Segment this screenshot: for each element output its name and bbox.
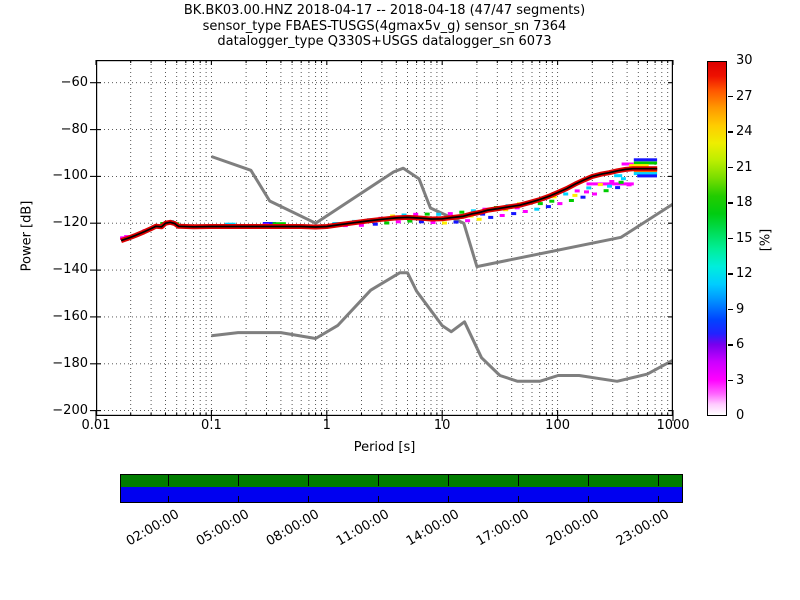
colorbar-tick	[728, 344, 733, 346]
x-tick-label: 1000	[656, 418, 690, 433]
time-tick-label: 17:00:00	[474, 507, 533, 550]
probability-colorbar	[707, 61, 727, 416]
nhnm-curve	[210, 155, 673, 269]
noise-model-curves	[210, 155, 673, 383]
availability-tick	[587, 496, 590, 502]
y-tick-label: −60	[60, 74, 88, 90]
time-tick-label: 05:00:00	[194, 507, 253, 550]
y-tick-label: −180	[52, 355, 88, 371]
psd-mode-line	[120, 167, 658, 242]
title-line-datalogger: datalogger_type Q330S+USGS datalogger_sn…	[217, 34, 552, 49]
x-tick-label: 0.1	[201, 418, 222, 433]
availability-tick	[167, 496, 170, 502]
axis-ticks	[90, 60, 674, 421]
time-tick-label: 11:00:00	[334, 507, 393, 550]
colorbar-tick	[728, 95, 733, 98]
grid-lines	[96, 60, 673, 416]
availability-tick	[237, 475, 240, 486]
colorbar-tick-label: 21	[736, 159, 753, 175]
x-tick-label: 0.01	[81, 418, 111, 433]
x-tick-label: 100	[545, 418, 570, 433]
availability-tick	[447, 475, 450, 486]
colorbar-tick	[728, 308, 733, 311]
colorbar-tick-label: 18	[736, 195, 753, 210]
colorbar-tick	[728, 202, 733, 204]
y-tick-label: −80	[60, 121, 88, 137]
colorbar-tick-label: 12	[736, 266, 753, 281]
availability-tick	[377, 496, 380, 502]
figure-title: BK.BK03.00.HNZ 2018-04-17 -- 2018-04-18 …	[96, 3, 673, 50]
availability-tick	[377, 475, 380, 486]
title-line-sensor: sensor_type FBAES-TUSGS(4gmax5v_g) senso…	[202, 18, 567, 34]
colorbar-tick-label: 6	[736, 337, 745, 352]
availability-tick	[447, 496, 450, 502]
colorbar-tick-label: 15	[736, 230, 753, 246]
x-axis-title: Period [s]	[353, 440, 416, 455]
x-tick-label: 10	[433, 418, 451, 433]
title-line-station: BK.BK03.00.HNZ 2018-04-17 -- 2018-04-18 …	[183, 3, 586, 18]
availability-tick	[167, 475, 170, 486]
y-tick-label: −140	[52, 262, 88, 278]
colorbar-tick	[728, 273, 733, 275]
colorbar-tick-label: 30	[736, 53, 753, 68]
y-axis-title: Power [dB]	[19, 200, 35, 272]
availability-tick	[517, 496, 520, 502]
time-tick-label: 14:00:00	[404, 507, 463, 550]
colorbar-tick-label: 27	[736, 88, 753, 104]
availability-tick	[587, 475, 590, 486]
time-tick-label: 20:00:00	[544, 507, 603, 550]
ppsd-plot-area	[90, 60, 674, 421]
availability-tick	[657, 475, 660, 486]
y-tick-label: −160	[52, 308, 88, 324]
data-availability-bar	[120, 474, 683, 503]
colorbar-tick	[728, 166, 733, 169]
colorbar-tick	[728, 237, 733, 240]
availability-covered-strip	[121, 475, 682, 487]
colorbar-tick-label: 0	[736, 408, 745, 423]
y-tick-label: −100	[52, 168, 88, 184]
colorbar-tick-label: 24	[736, 124, 753, 139]
availability-tick	[517, 475, 520, 486]
time-tick-label: 02:00:00	[124, 507, 183, 550]
availability-tick	[307, 496, 310, 502]
psd-core-band	[120, 166, 658, 243]
y-tick-label: −120	[52, 215, 88, 231]
time-tick-label: 08:00:00	[264, 507, 323, 550]
colorbar-tick-label: 3	[736, 372, 745, 388]
availability-tick	[237, 496, 240, 502]
time-tick-label: 23:00:00	[614, 507, 673, 550]
availability-tick	[307, 475, 310, 486]
x-tick-label: 1	[322, 418, 331, 433]
colorbar-tick-label: 9	[736, 301, 745, 317]
y-tick-label: −200	[52, 402, 88, 418]
colorbar-tick	[728, 379, 733, 382]
psd-mode-band	[120, 166, 658, 243]
colorbar-tick	[728, 131, 733, 133]
colorbar-title: [%]	[758, 228, 774, 252]
nlnm-curve	[211, 271, 673, 383]
plot-frame	[96, 60, 673, 416]
availability-tick	[657, 496, 660, 502]
